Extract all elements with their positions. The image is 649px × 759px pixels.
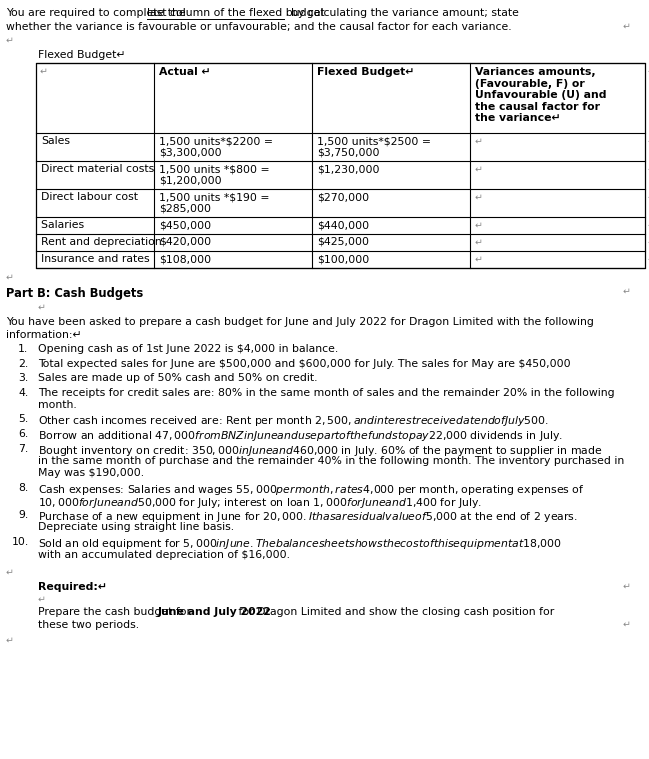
Text: Flexed Budget↵: Flexed Budget↵ [38, 50, 125, 60]
Text: You are required to complete the: You are required to complete the [6, 8, 189, 18]
Text: ↵: ↵ [648, 221, 649, 230]
Text: 10.: 10. [12, 537, 29, 547]
Text: Direct material costs: Direct material costs [41, 164, 154, 174]
Text: ↵: ↵ [475, 221, 483, 230]
Text: $100,000: $100,000 [317, 254, 369, 264]
Text: May was $190,000.: May was $190,000. [38, 468, 144, 478]
Text: Actual ↵: Actual ↵ [159, 67, 211, 77]
Text: 7.: 7. [18, 443, 29, 453]
Text: Depreciate using straight line basis.: Depreciate using straight line basis. [38, 522, 234, 533]
Text: $450,000: $450,000 [159, 220, 211, 230]
Text: ↵: ↵ [475, 238, 483, 247]
Text: information:↵: information:↵ [6, 330, 82, 340]
Text: $420,000: $420,000 [159, 237, 211, 247]
Text: 1,500 units *$800 =
$1,200,000: 1,500 units *$800 = $1,200,000 [159, 164, 269, 186]
Text: Other cash incomes received are: Rent per month $2,500, and interest received at: Other cash incomes received are: Rent pe… [38, 414, 549, 429]
Text: Insurance and rates: Insurance and rates [41, 254, 150, 264]
Text: $10,000 for June and $50,000 for July; interest on loan $1,000 for June and $1,4: $10,000 for June and $50,000 for July; i… [38, 496, 482, 509]
Text: ↵: ↵ [623, 287, 631, 296]
Text: ↵: ↵ [6, 273, 14, 282]
Text: ↵: ↵ [648, 193, 649, 202]
Text: Borrow an additional $47,000 from BNZ in June and use part of the funds to pay $: Borrow an additional $47,000 from BNZ in… [38, 429, 563, 443]
Text: ↵: ↵ [623, 619, 631, 628]
Text: ↵: ↵ [648, 165, 649, 174]
Text: 1,500 units*$2200 =
$3,300,000: 1,500 units*$2200 = $3,300,000 [159, 136, 273, 158]
Text: Required:↵: Required:↵ [38, 582, 107, 592]
Text: Cash expenses: Salaries and wages $55,000 per month, rates $4,000 per month, ope: Cash expenses: Salaries and wages $55,00… [38, 483, 585, 497]
Text: 4.: 4. [18, 388, 29, 398]
Text: 1,500 units *$190 =
$285,000: 1,500 units *$190 = $285,000 [159, 192, 269, 213]
Text: Direct labour cost: Direct labour cost [41, 192, 138, 202]
Text: The receipts for credit sales are: 80% in the same month of sales and the remain: The receipts for credit sales are: 80% i… [38, 388, 615, 398]
Text: 2.: 2. [18, 358, 29, 369]
Text: ↵: ↵ [475, 193, 483, 202]
Text: by calculating the variance amount; state: by calculating the variance amount; stat… [284, 8, 519, 18]
Text: 6.: 6. [18, 429, 29, 439]
Text: ↵: ↵ [475, 137, 483, 146]
Text: ↵: ↵ [6, 568, 14, 577]
Text: ↵: ↵ [40, 67, 48, 76]
Text: Opening cash as of 1st June 2022 is $4,000 in balance.: Opening cash as of 1st June 2022 is $4,0… [38, 344, 338, 354]
Text: ↵: ↵ [475, 165, 483, 174]
Text: ↵: ↵ [38, 303, 46, 312]
Text: Variances amounts,
(Favourable, F) or
Unfavourable (U) and
the causal factor for: Variances amounts, (Favourable, F) or Un… [475, 67, 607, 124]
Text: $108,000: $108,000 [159, 254, 211, 264]
Text: 1.: 1. [18, 344, 29, 354]
Text: ↵: ↵ [648, 238, 649, 247]
Text: Total expected sales for June are $500,000 and $600,000 for July. The sales for : Total expected sales for June are $500,0… [38, 358, 570, 369]
Text: $440,000: $440,000 [317, 220, 369, 230]
Text: 5.: 5. [18, 414, 29, 424]
Text: ↵: ↵ [648, 255, 649, 264]
Text: Sold an old equipment for $5,000 in June. The balance sheet shows the cost of th: Sold an old equipment for $5,000 in June… [38, 537, 562, 551]
Text: Flexed Budget↵: Flexed Budget↵ [317, 67, 414, 77]
Text: Rent and depreciation: Rent and depreciation [41, 237, 162, 247]
Text: $270,000: $270,000 [317, 192, 369, 202]
Text: last column of the flexed budget: last column of the flexed budget [147, 8, 325, 18]
Text: Salaries: Salaries [41, 220, 88, 230]
Text: ↵: ↵ [6, 635, 14, 644]
Text: Sales: Sales [41, 136, 70, 146]
Text: whether the variance is favourable or unfavourable; and the causal factor for ea: whether the variance is favourable or un… [6, 22, 511, 32]
Text: with an accumulated depreciation of $16,000.: with an accumulated depreciation of $16,… [38, 550, 290, 559]
Text: Sales are made up of 50% cash and 50% on credit.: Sales are made up of 50% cash and 50% on… [38, 373, 317, 383]
Text: 9.: 9. [18, 510, 29, 520]
Text: $1,230,000: $1,230,000 [317, 164, 380, 174]
Text: Purchase of a new equipment in June for $20,000. It has a residual value of $5,0: Purchase of a new equipment in June for … [38, 510, 578, 524]
Text: ↵: ↵ [623, 22, 631, 31]
Text: for Dragon Limited and show the closing cash position for: for Dragon Limited and show the closing … [235, 607, 554, 617]
Text: June and July 2022: June and July 2022 [158, 607, 272, 617]
Text: ↵: ↵ [38, 595, 46, 604]
Text: 3.: 3. [18, 373, 29, 383]
Text: $425,000: $425,000 [317, 237, 369, 247]
Bar [36, 63, 645, 268]
Text: Prepare the cash budget for: Prepare the cash budget for [38, 607, 195, 617]
Text: Bought inventory on credit: $350,000 in June and $460,000 in July. 60% of the pa: Bought inventory on credit: $350,000 in … [38, 443, 602, 458]
Text: in the same month of purchase and the remainder 40% in the following month. The : in the same month of purchase and the re… [38, 456, 624, 466]
Text: 8.: 8. [18, 483, 29, 493]
Text: ↵: ↵ [648, 67, 649, 76]
Text: month.: month. [38, 400, 77, 410]
Text: ↵: ↵ [475, 255, 483, 264]
Text: You have been asked to prepare a cash budget for June and July 2022 for Dragon L: You have been asked to prepare a cash bu… [6, 317, 594, 327]
Text: ↵: ↵ [648, 137, 649, 146]
Text: these two periods.: these two periods. [38, 619, 139, 629]
Text: ↵: ↵ [623, 582, 631, 591]
Text: Part B: Cash Budgets: Part B: Cash Budgets [6, 287, 143, 300]
Text: ↵: ↵ [6, 36, 14, 45]
Text: 1,500 units*$2500 =
$3,750,000: 1,500 units*$2500 = $3,750,000 [317, 136, 431, 158]
